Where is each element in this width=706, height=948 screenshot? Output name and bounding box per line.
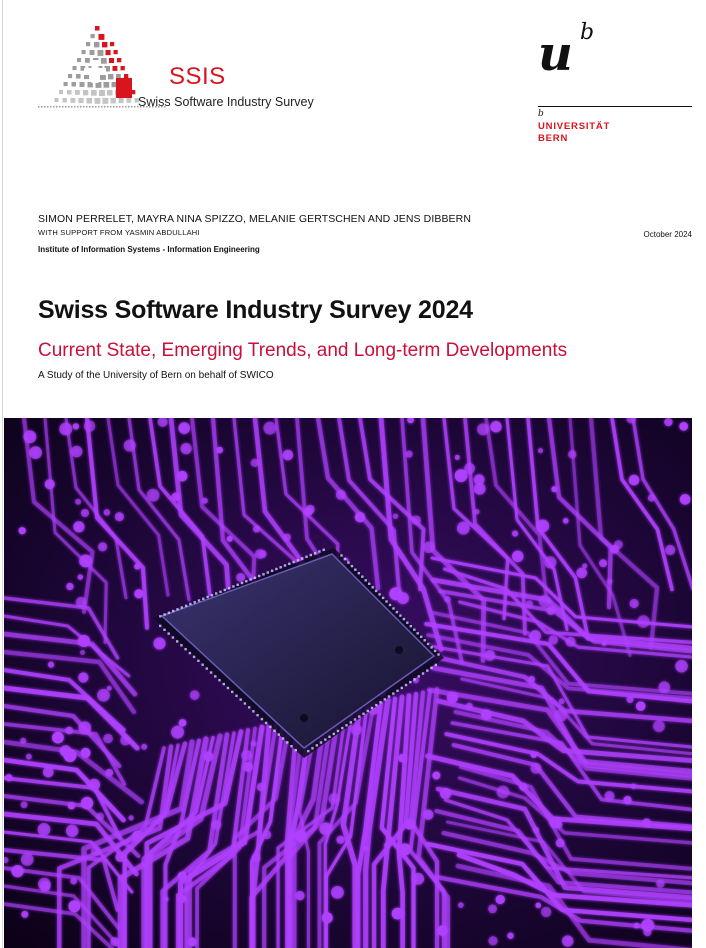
publication-date: October 2024 xyxy=(643,230,692,239)
ssis-wordmark: SSIS xyxy=(169,63,226,90)
circuit-board-icon xyxy=(4,418,692,948)
ssis-logo: SSIS Swiss Software Industry Survey xyxy=(36,22,326,112)
document-subtitle: Current State, Emerging Trends, and Long… xyxy=(38,340,568,361)
study-description: A Study of the University of Bern on beh… xyxy=(38,370,274,381)
cover-image xyxy=(4,418,692,948)
unibe-divider xyxy=(538,106,692,107)
page-edge-rule xyxy=(2,0,3,948)
support-credit: WITH SUPPORT FROM YASMIN ABDULLAHI xyxy=(38,228,200,237)
authors: SIMON PERRELET, MAYRA NINA SPIZZO, MELAN… xyxy=(38,213,472,225)
unibe-b-glyph: b xyxy=(580,20,595,45)
unibe-name: UNIVERSITÄT BERN xyxy=(538,121,610,145)
ssis-mosaic-icon xyxy=(38,26,166,108)
ssis-subtitle: Swiss Software Industry Survey xyxy=(138,95,314,109)
university-logo: u b b UNIVERSITÄT BERN xyxy=(538,22,694,152)
unibe-name-line2: BERN xyxy=(538,133,569,144)
unibe-u-glyph: u xyxy=(538,26,573,82)
unibe-name-line1: UNIVERSITÄT xyxy=(538,121,611,132)
institute: Institute of Information Systems - Infor… xyxy=(38,245,260,254)
unibe-b-small: b xyxy=(538,109,544,119)
document-title: Swiss Software Industry Survey 2024 xyxy=(38,296,473,324)
